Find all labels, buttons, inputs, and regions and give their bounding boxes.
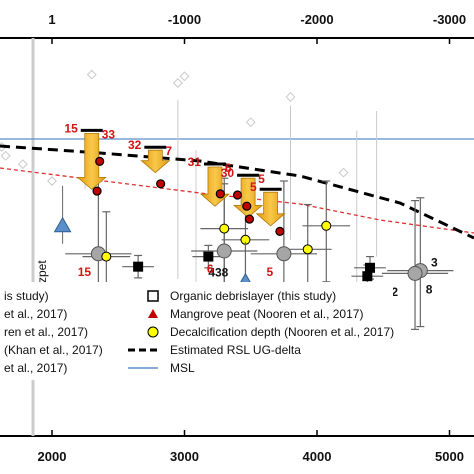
mangrove-peat-point xyxy=(275,226,285,236)
bottom-tick-label: 5000 xyxy=(435,449,464,464)
rsl-dashed-line xyxy=(0,144,474,240)
legend-label: Estimated RSL UG-delta xyxy=(170,343,301,357)
bottom-tick-label: 2000 xyxy=(38,449,67,464)
faint-diamond xyxy=(338,167,349,178)
decalcification-point xyxy=(321,220,332,231)
legend-label: MSL xyxy=(170,361,195,375)
top-tick-label: -3000 xyxy=(433,12,466,27)
orange-arrows xyxy=(76,128,286,227)
circle-n-label: 5 xyxy=(267,265,274,279)
mangrove-peat-point xyxy=(244,214,255,224)
red-dashed-trend xyxy=(0,167,474,234)
legend-label: Mangrove peat (Nooren et al., 2017) xyxy=(170,307,363,321)
mangrove-peat-point xyxy=(215,189,225,199)
faint-diamond xyxy=(86,69,97,80)
debris-value-label: 438 xyxy=(208,266,228,280)
orange-arrow xyxy=(233,177,264,218)
arrow-count-label: 31 xyxy=(188,155,202,169)
top-tick-label: -2000 xyxy=(300,12,333,27)
circle-n-label: 8 xyxy=(426,282,433,296)
mangrove-peat-point xyxy=(92,186,102,196)
arrow-n-label: 7 xyxy=(165,144,172,158)
blue-triangle-point xyxy=(53,216,72,233)
arrow-count-label: 15 xyxy=(64,121,78,135)
orange-arrow xyxy=(76,133,107,190)
arrow-n-label: 33 xyxy=(102,127,116,141)
data-points xyxy=(53,156,428,300)
faint-diamond xyxy=(47,176,57,186)
faint-diamond xyxy=(285,92,296,102)
legend-left-fragment: is study) xyxy=(4,289,49,303)
legend-frame xyxy=(0,282,393,380)
legend-square-icon xyxy=(147,290,159,302)
top-axis-ticks: 1 -1000 -2000 -3000 xyxy=(48,12,466,44)
faint-diamond xyxy=(179,71,190,82)
legend: is study) et al., 2017) ren et al., 2017) (… xyxy=(0,282,394,380)
faint-diamond xyxy=(0,150,11,161)
faint-diamond xyxy=(172,78,183,88)
bottom-tick-label: 3000 xyxy=(170,449,199,464)
arrow-n-label: 6 xyxy=(225,161,232,175)
legend-label: Decalcification depth (Nooren et al., 20… xyxy=(170,325,394,339)
legend-left-fragment: et al., 2017) xyxy=(4,361,67,375)
orange-arrow xyxy=(255,191,286,227)
arrow-count-label: 32 xyxy=(128,138,142,152)
legend-left-fragment: (Khan et al., 2017) xyxy=(4,343,103,357)
orange-arrow xyxy=(140,149,171,174)
arrow-count-label: 5 xyxy=(250,180,257,194)
faint-diamond xyxy=(0,141,7,152)
top-tick-label: -1000 xyxy=(168,12,201,27)
faint-background-points xyxy=(0,69,378,288)
legend-left-fragment: ren et al., 2017) xyxy=(4,325,88,339)
bottom-axis-ticks: 2000 3000 4000 5000 xyxy=(38,430,464,464)
mangrove-peat-point xyxy=(156,179,166,189)
grey-circle-point xyxy=(216,243,232,259)
organic-debris-square xyxy=(365,262,375,273)
decalcification-point xyxy=(302,244,313,255)
mangrove-peat-point xyxy=(232,190,243,200)
mangrove-peat-point xyxy=(242,201,252,211)
bottom-tick-label: 4000 xyxy=(303,449,332,464)
mangrove-peat-point xyxy=(95,156,105,166)
top-tick-label: 1 xyxy=(48,12,55,27)
grey-circle-point xyxy=(276,246,292,262)
circle-n-label: 15 xyxy=(78,265,92,279)
decalcification-point xyxy=(101,251,112,262)
arrow-count-label: 30 xyxy=(221,166,235,180)
legend-label: Organic debrislayer (this study) xyxy=(170,289,336,303)
legend-circle-icon xyxy=(147,326,159,338)
organic-debris-square xyxy=(362,271,373,282)
organic-debris-square xyxy=(203,251,214,262)
faint-diamond xyxy=(245,117,256,128)
decalcification-point xyxy=(219,223,230,234)
organic-debris-square xyxy=(133,261,144,272)
circle-n-label: 6 xyxy=(207,262,214,276)
faint-diamond xyxy=(17,159,28,170)
circle-n-label: 3 xyxy=(431,256,438,270)
arrow-n-label: 5 xyxy=(258,172,265,186)
grey-circle-point xyxy=(407,265,423,281)
legend-left-fragment: et al., 2017) xyxy=(4,307,67,321)
legend-triangle-icon xyxy=(148,309,158,318)
